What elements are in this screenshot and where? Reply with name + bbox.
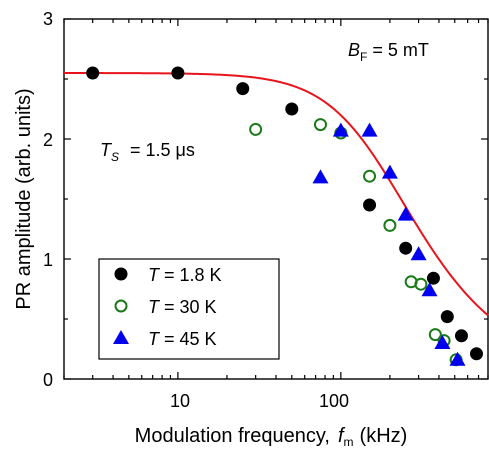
data-point-series-2 bbox=[428, 328, 442, 342]
data-point-series-2 bbox=[383, 218, 397, 232]
data-point-series-3 bbox=[449, 351, 466, 366]
data-point-series-3 bbox=[312, 169, 329, 184]
legend-label-1-symbol: T bbox=[148, 265, 161, 285]
y-tick-label-3: 3 bbox=[43, 9, 53, 29]
y-tick-label-2: 2 bbox=[43, 130, 53, 150]
legend-marker-1 bbox=[114, 267, 128, 281]
ts-annotation-symbol: T bbox=[100, 140, 113, 160]
field-annotation: BF = 5 mT bbox=[348, 40, 429, 64]
data-point-series-2 bbox=[363, 169, 377, 183]
data-point-series-1 bbox=[363, 198, 377, 212]
fit-curve bbox=[64, 72, 489, 317]
data-point-series-1 bbox=[236, 82, 250, 96]
legend-label-2-text: = 30 K bbox=[159, 297, 217, 317]
legend-label-3-text: = 45 K bbox=[159, 329, 217, 349]
legend-marker-2 bbox=[114, 299, 128, 313]
data-point-series-3 bbox=[421, 282, 438, 297]
x-tick-label-10: 10 bbox=[170, 391, 190, 411]
legend-markers bbox=[113, 267, 129, 344]
data-point-series-2 bbox=[313, 118, 327, 132]
x-axis-label-symbol: f bbox=[338, 425, 346, 447]
y-axis-label: PR amplitude (arb. units) bbox=[13, 88, 35, 309]
data-point-series-1 bbox=[399, 241, 413, 255]
data-point-series-1 bbox=[285, 102, 299, 116]
data-point-series-1 bbox=[454, 329, 468, 343]
ts-annotation-value: = 1.5 μs bbox=[125, 140, 195, 160]
legend-label-3-symbol: T bbox=[148, 329, 161, 349]
data-point-series-1 bbox=[469, 347, 483, 361]
data-point-series-1 bbox=[426, 271, 440, 285]
data-point-series-3 bbox=[434, 335, 451, 349]
legend-label-2: T = 30 K bbox=[148, 297, 217, 317]
data-point-series-3 bbox=[361, 122, 378, 137]
legend-box bbox=[98, 258, 280, 360]
legend: T = 1.8 K T = 30 K T = 45 K bbox=[98, 258, 280, 360]
field-annotation-value: = 5 mT bbox=[367, 40, 429, 60]
plot-layer bbox=[63, 18, 489, 380]
x-axis-label: Modulation frequency, fm (kHz) bbox=[135, 425, 408, 449]
data-point-series-1 bbox=[440, 310, 454, 324]
data-point-series-2 bbox=[249, 122, 263, 136]
ts-annotation: TS = 1.5 μs bbox=[100, 140, 195, 164]
data-point-series-2 bbox=[414, 277, 428, 291]
legend-label-3: T = 45 K bbox=[148, 329, 217, 349]
legend-label-1: T = 1.8 K bbox=[148, 265, 222, 285]
data-point-series-3 bbox=[381, 164, 398, 179]
x-axis-label-unit: (kHz) bbox=[360, 425, 408, 447]
legend-marker-3 bbox=[113, 330, 129, 344]
data-point-series-3 bbox=[397, 206, 414, 221]
data-point-series-3 bbox=[410, 246, 427, 261]
ts-annotation-sub: S bbox=[111, 150, 119, 164]
y-tick-label-0: 0 bbox=[43, 370, 53, 390]
x-axis-label-sub: m bbox=[344, 435, 354, 449]
data-point-series-1 bbox=[86, 66, 100, 80]
field-annotation-symbol: B bbox=[348, 40, 360, 60]
y-tick-label-1: 1 bbox=[43, 250, 53, 270]
x-tick-label-100: 100 bbox=[319, 391, 349, 411]
data-point-series-1 bbox=[171, 66, 185, 80]
field-annotation-sub: F bbox=[360, 50, 367, 64]
data-point-series-3 bbox=[332, 122, 349, 137]
legend-label-1-text: = 1.8 K bbox=[159, 265, 222, 285]
legend-label-2-symbol: T bbox=[148, 297, 161, 317]
x-axis-label-text: Modulation frequency, bbox=[135, 425, 330, 447]
